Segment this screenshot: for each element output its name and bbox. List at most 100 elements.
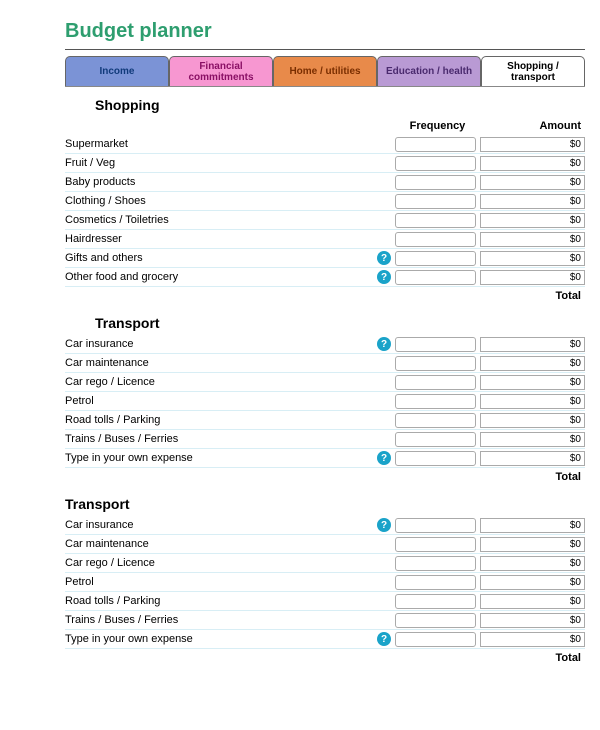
expense-label: Type in your own expense xyxy=(65,633,373,645)
frequency-input[interactable] xyxy=(395,432,476,447)
amount-input[interactable] xyxy=(480,156,585,171)
expense-label: Other food and grocery xyxy=(65,271,373,283)
section-2: Transport Car insurance? Car maintenance Ca… xyxy=(65,496,585,667)
frequency-input[interactable] xyxy=(395,518,476,533)
expense-row: Fruit / Veg xyxy=(65,154,585,173)
frequency-input[interactable] xyxy=(395,375,476,390)
frequency-input[interactable] xyxy=(395,556,476,571)
total-row: Total xyxy=(65,468,585,486)
title-divider xyxy=(65,49,585,50)
expense-label: Baby products xyxy=(65,176,373,188)
frequency-input[interactable] xyxy=(395,537,476,552)
frequency-input[interactable] xyxy=(395,137,476,152)
expense-row: Baby products xyxy=(65,173,585,192)
amount-input[interactable] xyxy=(480,451,585,466)
expense-label: Car maintenance xyxy=(65,538,373,550)
expense-row: Car maintenance xyxy=(65,535,585,554)
expense-label: Trains / Buses / Ferries xyxy=(65,433,373,445)
expense-row: Hairdresser xyxy=(65,230,585,249)
frequency-input[interactable] xyxy=(395,356,476,371)
expense-row: Car rego / Licence xyxy=(65,554,585,573)
frequency-input[interactable] xyxy=(395,594,476,609)
frequency-input[interactable] xyxy=(395,156,476,171)
help-cell: ? xyxy=(373,518,395,532)
amount-input[interactable] xyxy=(480,432,585,447)
expense-label: Road tolls / Parking xyxy=(65,414,373,426)
amount-input[interactable] xyxy=(480,413,585,428)
frequency-input[interactable] xyxy=(395,451,476,466)
tab-0[interactable]: Income xyxy=(65,56,169,86)
expense-row: Car insurance? xyxy=(65,516,585,535)
amount-input[interactable] xyxy=(480,518,585,533)
sections-container: ShoppingFrequencyAmountSupermarketFruit … xyxy=(65,97,585,667)
frequency-input[interactable] xyxy=(395,232,476,247)
frequency-input[interactable] xyxy=(395,251,476,266)
header-frequency: Frequency xyxy=(395,120,480,132)
help-icon[interactable]: ? xyxy=(377,251,391,265)
amount-input[interactable] xyxy=(480,632,585,647)
frequency-input[interactable] xyxy=(395,394,476,409)
amount-input[interactable] xyxy=(480,137,585,152)
amount-input[interactable] xyxy=(480,394,585,409)
amount-input[interactable] xyxy=(480,375,585,390)
amount-input[interactable] xyxy=(480,213,585,228)
amount-input[interactable] xyxy=(480,251,585,266)
tab-3[interactable]: Education / health xyxy=(377,56,481,86)
section-title: Transport xyxy=(65,496,585,512)
expense-row: Road tolls / Parking xyxy=(65,411,585,430)
frequency-input[interactable] xyxy=(395,413,476,428)
expense-row: Gifts and others? xyxy=(65,249,585,268)
expense-row: Car maintenance xyxy=(65,354,585,373)
help-cell: ? xyxy=(373,251,395,265)
amount-input[interactable] xyxy=(480,537,585,552)
section-1: Transport Car insurance? Car maintenance Ca… xyxy=(65,315,585,486)
help-icon[interactable]: ? xyxy=(377,632,391,646)
frequency-input[interactable] xyxy=(395,194,476,209)
expense-label: Fruit / Veg xyxy=(65,157,373,169)
amount-input[interactable] xyxy=(480,194,585,209)
section-title: Transport xyxy=(95,315,585,331)
frequency-input[interactable] xyxy=(395,575,476,590)
help-icon[interactable]: ? xyxy=(377,518,391,532)
amount-input[interactable] xyxy=(480,356,585,371)
expense-label: Car maintenance xyxy=(65,357,373,369)
help-cell: ? xyxy=(373,451,395,465)
amount-input[interactable] xyxy=(480,575,585,590)
amount-input[interactable] xyxy=(480,556,585,571)
amount-input[interactable] xyxy=(480,337,585,352)
help-cell: ? xyxy=(373,632,395,646)
expense-row: Trains / Buses / Ferries xyxy=(65,611,585,630)
help-icon[interactable]: ? xyxy=(377,451,391,465)
total-label: Total xyxy=(480,290,585,302)
header-amount: Amount xyxy=(480,120,585,132)
frequency-input[interactable] xyxy=(395,175,476,190)
amount-input[interactable] xyxy=(480,613,585,628)
help-icon[interactable]: ? xyxy=(377,270,391,284)
tab-1[interactable]: Financial commitments xyxy=(169,56,273,86)
frequency-input[interactable] xyxy=(395,270,476,285)
amount-input[interactable] xyxy=(480,175,585,190)
frequency-input[interactable] xyxy=(395,613,476,628)
amount-input[interactable] xyxy=(480,270,585,285)
amount-input[interactable] xyxy=(480,594,585,609)
expense-label: Cosmetics / Toiletries xyxy=(65,214,373,226)
frequency-input[interactable] xyxy=(395,337,476,352)
expense-label: Road tolls / Parking xyxy=(65,595,373,607)
page-title: Budget planner xyxy=(65,20,585,43)
tab-2[interactable]: Home / utilities xyxy=(273,56,377,86)
help-icon[interactable]: ? xyxy=(377,337,391,351)
tab-4[interactable]: Shopping / transport xyxy=(481,56,585,86)
expense-row: Car rego / Licence xyxy=(65,373,585,392)
total-label: Total xyxy=(480,471,585,483)
expense-label: Car insurance xyxy=(65,338,373,350)
expense-label: Type in your own expense xyxy=(65,452,373,464)
frequency-input[interactable] xyxy=(395,632,476,647)
frequency-input[interactable] xyxy=(395,213,476,228)
expense-label: Gifts and others xyxy=(65,252,373,264)
expense-row: Car insurance? xyxy=(65,335,585,354)
expense-label: Hairdresser xyxy=(65,233,373,245)
total-label: Total xyxy=(480,652,585,664)
total-row: Total xyxy=(65,649,585,667)
expense-row: Other food and grocery? xyxy=(65,268,585,287)
amount-input[interactable] xyxy=(480,232,585,247)
